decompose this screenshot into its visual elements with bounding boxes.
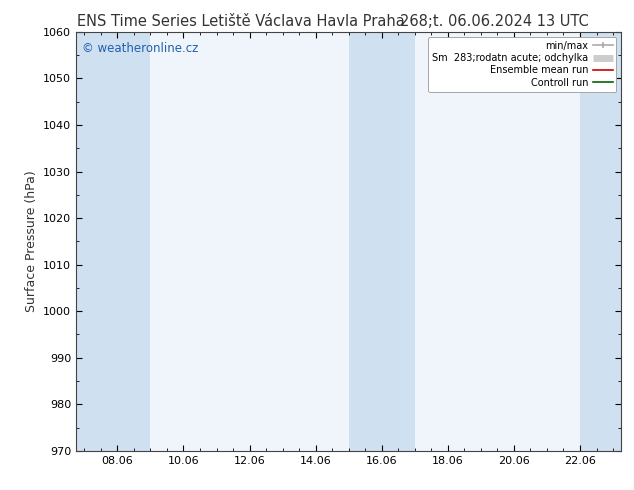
- Legend: min/max, Sm  283;rodatn acute; odchylka, Ensemble mean run, Controll run: min/max, Sm 283;rodatn acute; odchylka, …: [428, 37, 616, 92]
- Bar: [349, 32, 415, 451]
- Text: © weatheronline.cz: © weatheronline.cz: [82, 42, 198, 55]
- Bar: [76, 32, 150, 451]
- Text: 268;t. 06.06.2024 13 UTC: 268;t. 06.06.2024 13 UTC: [400, 14, 589, 29]
- Bar: [580, 32, 621, 451]
- Y-axis label: Surface Pressure (hPa): Surface Pressure (hPa): [25, 171, 37, 312]
- Text: ENS Time Series Letiště Václava Havla Praha: ENS Time Series Letiště Václava Havla Pr…: [77, 14, 404, 29]
